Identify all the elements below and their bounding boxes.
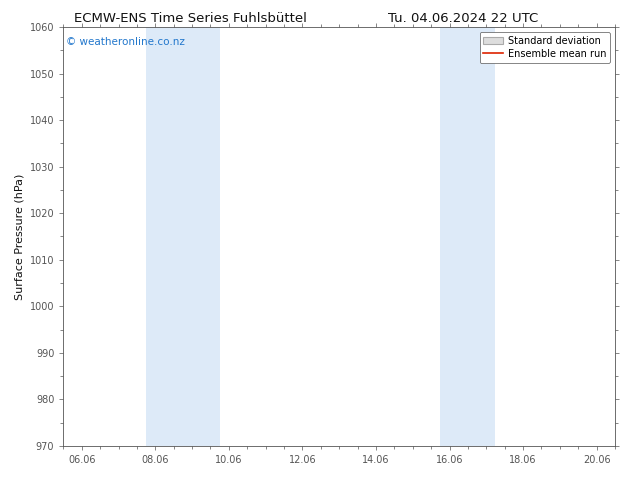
Text: Tu. 04.06.2024 22 UTC: Tu. 04.06.2024 22 UTC xyxy=(388,12,538,25)
Bar xyxy=(440,27,496,446)
Legend: Standard deviation, Ensemble mean run: Standard deviation, Ensemble mean run xyxy=(479,32,610,63)
Bar xyxy=(146,27,220,446)
Text: © weatheronline.co.nz: © weatheronline.co.nz xyxy=(66,37,185,48)
Text: ECMW-ENS Time Series Fuhlsbüttel: ECMW-ENS Time Series Fuhlsbüttel xyxy=(74,12,307,25)
Y-axis label: Surface Pressure (hPa): Surface Pressure (hPa) xyxy=(14,173,24,299)
